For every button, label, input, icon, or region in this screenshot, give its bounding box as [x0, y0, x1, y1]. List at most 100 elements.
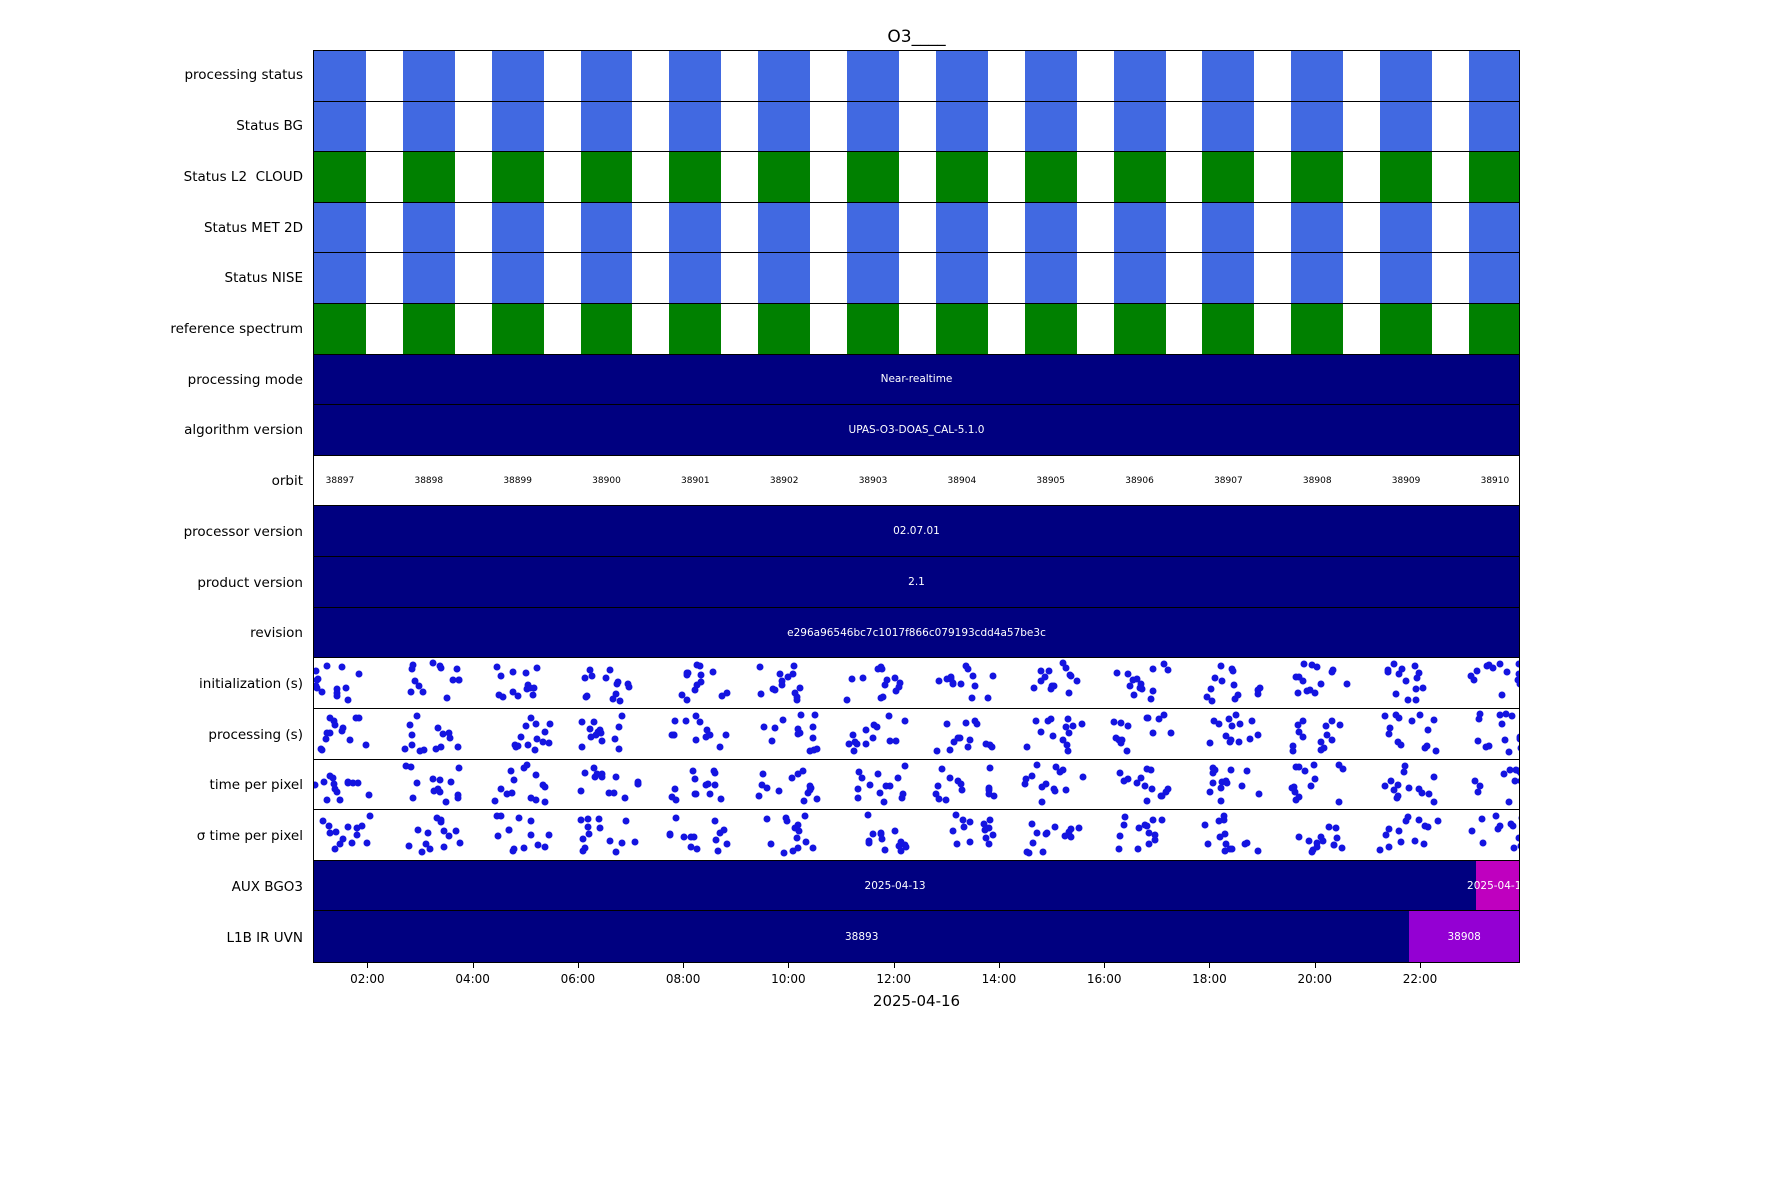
scatter-dot — [331, 721, 339, 729]
scatter-dot — [1222, 840, 1230, 848]
scatter-dot — [1395, 714, 1403, 722]
scatter-dot — [1141, 821, 1149, 829]
scatter-dot — [1516, 680, 1519, 688]
scatter-dot — [320, 778, 328, 786]
x-axis-date-label: 2025-04-16 — [872, 992, 961, 1010]
scatter-dot — [693, 845, 701, 853]
x-axis-tick — [1209, 963, 1211, 968]
row-3-status-met-2d — [314, 202, 1519, 254]
scatter-dot — [869, 830, 877, 837]
scatter-dot — [523, 685, 531, 693]
x-axis-tick-label: 20:00 — [1297, 972, 1333, 986]
scatter-dot — [1295, 833, 1303, 841]
scatter-dot — [1479, 839, 1487, 847]
scatter-dot — [1421, 744, 1428, 752]
scatter-dot — [886, 782, 894, 790]
orbit-status-bar — [1468, 51, 1519, 101]
orbit-status-bar — [491, 304, 544, 354]
scatter-dot — [527, 794, 535, 802]
orbit-number: 38898 — [414, 475, 444, 486]
orbit-status-bar — [1380, 253, 1433, 304]
scatter-dot — [1517, 744, 1519, 752]
scatter-dot — [1143, 714, 1150, 722]
scatter-dot — [1498, 691, 1506, 699]
x-axis-tick-label: 18:00 — [1192, 972, 1227, 986]
scatter-dot — [806, 747, 814, 755]
scatter-dot — [618, 712, 626, 720]
timeline-segment: 38908 — [1409, 911, 1519, 962]
orbit-status-bar — [935, 152, 988, 202]
scatter-dot — [1234, 691, 1242, 699]
scatter-dot — [1492, 812, 1500, 820]
orbit-status-bar — [1380, 101, 1433, 152]
scatter-dot — [697, 671, 705, 679]
scatter-dot — [790, 662, 798, 670]
scatter-dot — [1299, 733, 1307, 741]
scatter-dot — [870, 721, 877, 729]
scatter-dot — [530, 684, 538, 692]
scatter-dot — [892, 737, 900, 745]
scatter-dot — [522, 669, 530, 677]
scatter-dot — [520, 764, 528, 772]
x-axis-tick — [788, 963, 790, 968]
scatter-dot — [1050, 785, 1058, 793]
scatter-dot — [796, 684, 804, 692]
scatter-dot — [1292, 796, 1300, 803]
scatter-dot — [598, 773, 606, 781]
scatter-dot — [1143, 765, 1151, 773]
scatter-dot — [850, 747, 858, 755]
scatter-dot — [702, 733, 710, 741]
orbit-status-bar — [1468, 101, 1519, 152]
orbit-status-bar — [1291, 202, 1344, 253]
scatter-dot — [408, 665, 416, 673]
orbit-status-bar — [935, 253, 988, 304]
scatter-dot — [689, 767, 697, 774]
scatter-dot — [1151, 831, 1159, 839]
row-11-revision: e296a96546bc7c1017f866c079193cdd4a57be3c — [314, 607, 1519, 659]
orbit-status-bar — [847, 51, 899, 101]
scatter-dot — [843, 696, 851, 704]
scatter-dot — [437, 743, 445, 751]
scatter-dot — [1515, 834, 1519, 842]
scatter-dot — [1236, 720, 1244, 728]
scatter-dot — [985, 840, 993, 848]
orbit-status-bar — [758, 152, 811, 202]
scatter-dot — [1397, 741, 1405, 749]
scatter-dot — [1067, 833, 1075, 841]
scatter-dot — [780, 849, 788, 857]
scatter-dot — [1155, 715, 1163, 723]
scatter-dot — [973, 720, 981, 728]
scatter-dot — [323, 796, 331, 804]
scatter-dot — [692, 712, 700, 720]
orbit-status-bar — [402, 202, 455, 253]
scatter-dot — [595, 815, 603, 823]
scatter-dot — [338, 663, 346, 671]
orbit-status-bar — [758, 101, 811, 152]
scatter-dot — [1138, 685, 1146, 693]
scatter-dot — [442, 798, 450, 806]
scatter-dot — [784, 673, 792, 681]
scatter-dot — [813, 795, 821, 803]
scatter-dot — [495, 691, 503, 699]
scatter-dot — [614, 678, 622, 686]
scatter-dot — [1130, 691, 1138, 699]
scatter-dot — [1311, 689, 1319, 697]
scatter-dot — [966, 736, 974, 744]
orbit-number: 38902 — [769, 475, 799, 486]
scatter-dot — [883, 676, 891, 684]
scatter-dot — [1221, 847, 1229, 855]
orbit-status-bar — [847, 152, 899, 202]
scatter-dot — [1338, 844, 1346, 852]
scatter-dot — [1303, 687, 1311, 695]
scatter-dot — [326, 829, 334, 837]
x-axis-tick-label: 22:00 — [1402, 972, 1438, 986]
scatter-dot — [760, 723, 768, 731]
orbit-status-bar — [1113, 152, 1166, 202]
scatter-dot — [1210, 717, 1218, 725]
orbit-status-bar — [1113, 101, 1166, 152]
scatter-dot — [670, 731, 678, 739]
scatter-dot — [1229, 667, 1237, 675]
scatter-dot — [497, 672, 505, 680]
scatter-dot — [1116, 832, 1124, 840]
scatter-dot — [985, 790, 993, 798]
